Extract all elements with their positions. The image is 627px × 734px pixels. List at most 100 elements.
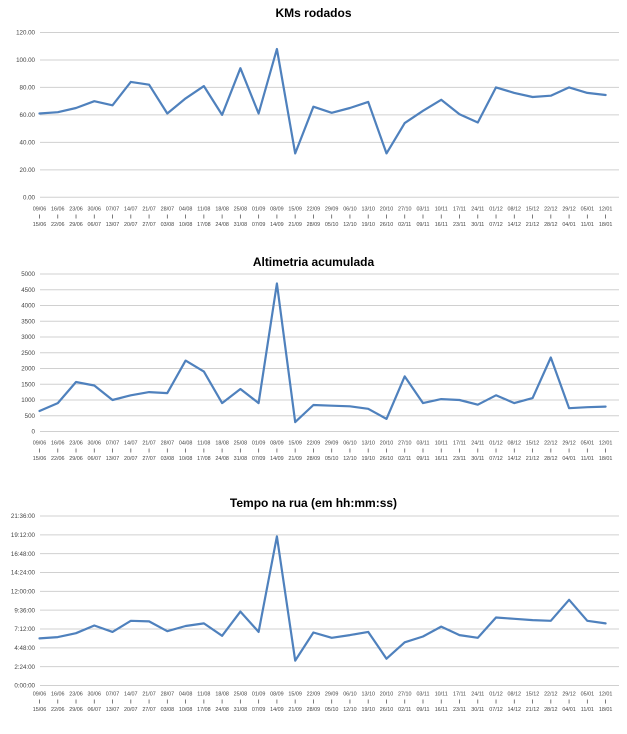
x-axis-week-end-label: 20/07 [124, 222, 138, 228]
x-axis-week-end-label: 31/08 [234, 707, 248, 713]
x-axis-week-start-label: 17/11 [453, 207, 466, 213]
x-axis-week-start-label: 09/06 [33, 207, 47, 213]
y-axis-label: 4500 [21, 287, 35, 294]
x-axis-week-start-label: 27/10 [398, 692, 412, 698]
x-axis-week-end-label: 17/08 [197, 456, 211, 462]
x-axis-week-start-label: 12/01 [599, 441, 613, 447]
x-axis-week-end-label: 12/10 [343, 707, 357, 713]
x-axis-week-start-label: 04/08 [179, 207, 193, 213]
x-axis-week-end-label: 16/11 [435, 456, 448, 462]
chart-title-tempo: Tempo na rua (em hh:mm:ss) [229, 496, 398, 510]
y-axis-label: 4:48:00 [14, 645, 35, 652]
x-axis-week-start-label: 24/11 [471, 207, 484, 213]
x-axis-week-end-label: 31/08 [234, 456, 248, 462]
x-axis-week-end-label: 30/11 [471, 707, 484, 713]
x-axis-week-end-label: 21/12 [526, 707, 540, 713]
x-axis-week-start-label: 27/10 [398, 207, 412, 213]
x-axis-week-end-label: 28/09 [307, 222, 321, 228]
x-axis-week-start-label: 22/09 [307, 692, 321, 698]
x-axis-week-end-label: 09/11 [416, 707, 429, 713]
x-axis-week-start-label: 07/07 [106, 207, 120, 213]
x-axis-week-end-label: 14/12 [508, 456, 522, 462]
y-axis-label: 1500 [21, 381, 35, 388]
x-axis-week-end-label: 23/11 [453, 707, 466, 713]
y-axis-label: 19:12:00 [11, 532, 36, 539]
x-axis-week-end-label: 10/08 [179, 707, 193, 713]
x-axis-week-start-label: 01/12 [489, 692, 503, 698]
x-axis-week-end-label: 24/08 [215, 456, 229, 462]
x-axis-week-start-label: 16/06 [51, 441, 65, 447]
x-axis-week-start-label: 30/06 [88, 207, 102, 213]
x-axis-week-start-label: 01/12 [489, 207, 503, 213]
x-axis-week-end-label: 24/08 [215, 707, 229, 713]
x-axis-week-start-label: 28/07 [161, 692, 175, 698]
x-axis-week-end-label: 19/10 [361, 707, 375, 713]
x-axis-week-end-label: 26/10 [380, 707, 394, 713]
x-axis-week-end-label: 06/07 [88, 707, 102, 713]
y-axis-label: 80.00 [20, 85, 36, 92]
x-axis-week-start-label: 06/10 [343, 207, 357, 213]
x-axis-week-end-label: 23/11 [453, 456, 466, 462]
y-axis-label: 3500 [21, 318, 35, 325]
x-axis-week-end-label: 21/12 [526, 456, 540, 462]
y-axis-label: 20.00 [20, 167, 36, 174]
x-axis-week-start-label: 25/08 [234, 692, 248, 698]
y-axis-label: 5000 [21, 271, 35, 278]
x-axis-week-start-label: 20/10 [380, 207, 394, 213]
x-axis-week-start-label: 15/09 [288, 441, 302, 447]
x-axis-week-end-label: 22/06 [51, 456, 65, 462]
x-axis-week-start-label: 09/06 [33, 692, 47, 698]
x-axis-week-end-label: 30/11 [471, 222, 484, 228]
x-axis-week-start-label: 03/11 [416, 207, 429, 213]
x-axis-week-start-label: 28/07 [161, 441, 175, 447]
x-axis-week-start-label: 23/06 [69, 692, 83, 698]
x-axis-week-start-label: 15/09 [288, 692, 302, 698]
x-axis-week-end-label: 28/12 [544, 707, 558, 713]
series-line [38, 47, 607, 155]
x-axis-week-start-label: 28/07 [161, 207, 175, 213]
x-axis-week-start-label: 30/06 [88, 441, 102, 447]
x-axis-week-end-label: 07/12 [489, 222, 503, 228]
y-axis-label: 60.00 [20, 112, 36, 119]
x-axis-week-end-label: 02/11 [398, 222, 411, 228]
x-axis-week-start-label: 18/08 [215, 692, 229, 698]
x-axis-week-end-label: 07/12 [489, 456, 503, 462]
x-axis-week-end-label: 03/08 [161, 456, 175, 462]
x-axis-week-start-label: 03/11 [416, 441, 429, 447]
x-axis-week-end-label: 23/11 [453, 222, 466, 228]
x-axis-week-end-label: 03/08 [161, 707, 175, 713]
x-axis-week-start-label: 18/08 [215, 441, 229, 447]
x-axis-week-end-label: 14/09 [270, 456, 284, 462]
x-axis-week-start-label: 10/11 [435, 207, 448, 213]
x-axis-week-end-label: 05/10 [325, 456, 339, 462]
x-axis-week-start-label: 16/06 [51, 207, 65, 213]
x-axis-week-end-label: 12/10 [343, 222, 357, 228]
y-axis-label: 14:24:00 [11, 570, 36, 577]
x-axis-week-start-label: 04/08 [179, 441, 193, 447]
chart-title-kms: KMs rodados [275, 6, 352, 20]
x-axis-week-start-label: 10/11 [435, 692, 448, 698]
x-axis-week-start-label: 12/01 [599, 692, 613, 698]
x-axis-week-end-label: 02/11 [398, 707, 411, 713]
x-axis-week-start-label: 29/12 [562, 207, 576, 213]
x-axis-week-end-label: 11/01 [581, 456, 594, 462]
x-axis-week-end-label: 20/07 [124, 456, 138, 462]
x-axis-week-end-label: 15/06 [33, 456, 47, 462]
y-axis-label: 21:36:00 [11, 513, 36, 520]
x-axis-week-start-label: 12/01 [599, 207, 613, 213]
x-axis-week-start-label: 24/11 [471, 441, 484, 447]
x-axis-week-start-label: 30/06 [88, 692, 102, 698]
y-axis-label: 16:48:00 [11, 551, 36, 558]
x-axis-week-end-label: 07/09 [252, 456, 266, 462]
x-axis-week-end-label: 04/01 [562, 707, 576, 713]
y-axis-label: 9:36:00 [14, 607, 35, 614]
x-axis-week-end-label: 16/11 [435, 707, 448, 713]
x-axis-week-end-label: 13/07 [106, 707, 120, 713]
x-axis-week-end-label: 13/07 [106, 456, 120, 462]
x-axis-week-end-label: 12/10 [343, 456, 357, 462]
x-axis-week-start-label: 05/01 [581, 692, 595, 698]
x-axis-week-end-label: 07/12 [489, 707, 503, 713]
x-axis-week-start-label: 17/11 [453, 692, 466, 698]
x-axis-week-start-label: 10/11 [435, 441, 448, 447]
x-axis-week-start-label: 15/09 [288, 207, 302, 213]
